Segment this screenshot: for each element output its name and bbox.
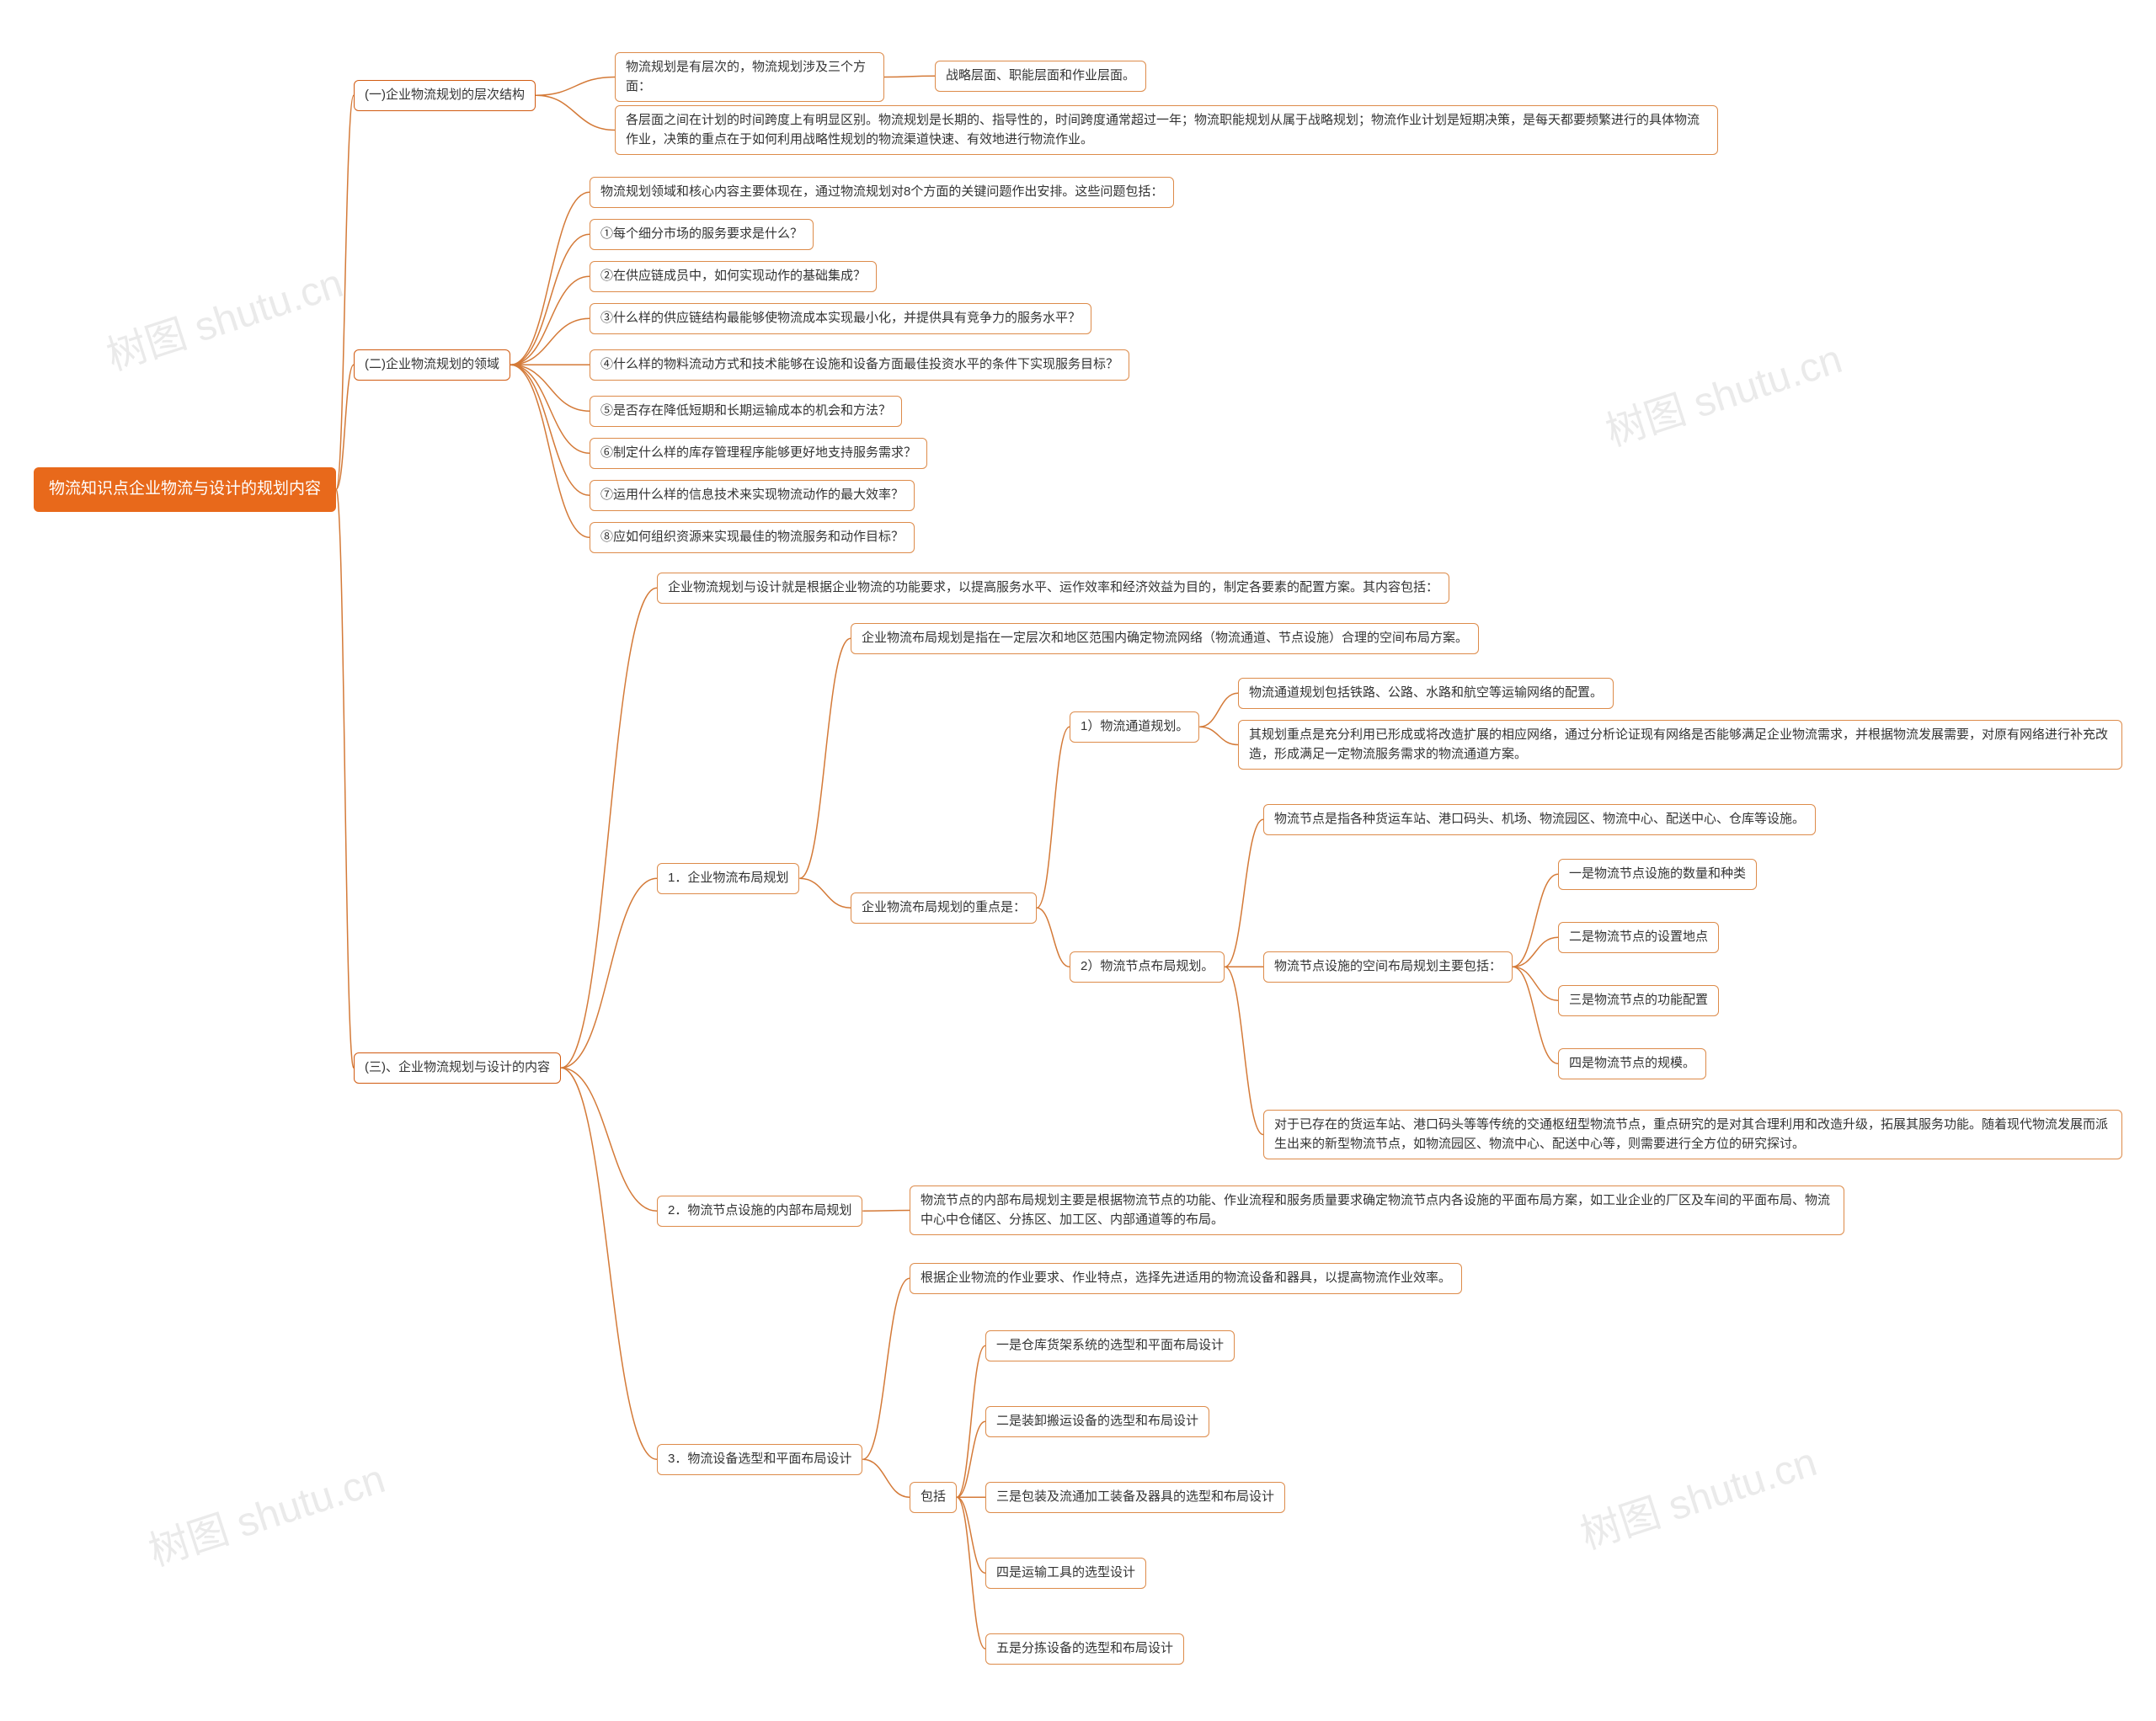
connector xyxy=(862,1211,910,1212)
watermark: 树图 shutu.cn xyxy=(1572,1429,1822,1560)
connector xyxy=(510,365,590,495)
leaf-node[interactable]: 物流通道规划包括铁路、公路、水路和航空等运输网络的配置。 xyxy=(1238,678,1614,709)
connector xyxy=(561,588,657,1068)
leaf-node[interactable]: 企业物流布局规划是指在一定层次和地区范围内确定物流网络（物流通道、节点设施）合理… xyxy=(851,623,1479,654)
connector xyxy=(1225,819,1263,967)
connector xyxy=(510,276,590,365)
leaf-node[interactable]: 3．物流设备选型和平面布局设计 xyxy=(657,1444,862,1475)
leaf-node[interactable]: 物流规划是有层次的，物流规划涉及三个方面： xyxy=(615,52,884,102)
leaf-node[interactable]: 战略层面、职能层面和作业层面。 xyxy=(935,61,1146,92)
watermark: 树图 shutu.cn xyxy=(140,1446,391,1577)
leaf-node[interactable]: 三是包装及流通加工装备及器具的选型和布局设计 xyxy=(985,1482,1285,1513)
leaf-node[interactable]: ⑧应如何组织资源来实现最佳的物流服务和动作目标？ xyxy=(590,522,915,553)
connector xyxy=(561,1068,657,1459)
connector xyxy=(862,1459,910,1497)
leaf-node[interactable]: ③什么样的供应链结构最能够使物流成本实现最小化，并提供具有竞争力的服务水平？ xyxy=(590,303,1091,334)
leaf-node[interactable]: 四是物流节点的规模。 xyxy=(1558,1048,1706,1079)
connector xyxy=(510,234,590,365)
leaf-node[interactable]: 五是分拣设备的选型和布局设计 xyxy=(985,1633,1184,1665)
connector xyxy=(510,318,590,365)
connector xyxy=(1199,727,1238,744)
connector xyxy=(561,1068,657,1211)
leaf-node[interactable]: 其规划重点是充分利用已形成或将改造扩展的相应网络，通过分析论证现有网络是否能够满… xyxy=(1238,720,2122,770)
leaf-node[interactable]: 物流节点是指各种货运车站、港口码头、机场、物流园区、物流中心、配送中心、仓库等设… xyxy=(1263,804,1816,835)
connector xyxy=(510,192,590,365)
leaf-node[interactable]: 二是物流节点的设置地点 xyxy=(1558,922,1719,953)
connector xyxy=(336,95,354,489)
connector xyxy=(862,1278,910,1459)
connector-layer xyxy=(0,0,2156,1721)
leaf-node[interactable]: 包括 xyxy=(910,1482,957,1513)
connector xyxy=(536,77,615,96)
connector xyxy=(957,1497,985,1649)
branch-node[interactable]: (三)、企业物流规划与设计的内容 xyxy=(354,1052,561,1084)
connector xyxy=(510,365,590,537)
connector xyxy=(1513,874,1558,967)
leaf-node[interactable]: 2．物流节点设施的内部布局规划 xyxy=(657,1196,862,1227)
watermark: 树图 shutu.cn xyxy=(1597,326,1848,457)
connector xyxy=(1513,967,1558,1000)
leaf-node[interactable]: 对于已存在的货运车站、港口码头等等传统的交通枢纽型物流节点，重点研究的是对其合理… xyxy=(1263,1110,2122,1159)
branch-node[interactable]: (二)企业物流规划的领域 xyxy=(354,349,510,381)
leaf-node[interactable]: 物流节点的内部布局规划主要是根据物流节点的功能、作业流程和服务质量要求确定物流节… xyxy=(910,1186,1844,1235)
connector xyxy=(1037,727,1070,908)
connector xyxy=(1513,937,1558,967)
branch-node[interactable]: (一)企业物流规划的层次结构 xyxy=(354,80,536,111)
mindmap-root[interactable]: 物流知识点企业物流与设计的规划内容 xyxy=(34,467,336,512)
connector xyxy=(957,1497,985,1573)
connector xyxy=(510,365,590,411)
leaf-node[interactable]: 根据企业物流的作业要求、作业特点，选择先进适用的物流设备和器具，以提高物流作业效… xyxy=(910,1263,1462,1294)
leaf-node[interactable]: 1．企业物流布局规划 xyxy=(657,863,799,894)
leaf-node[interactable]: 一是仓库货架系统的选型和平面布局设计 xyxy=(985,1330,1235,1361)
connector xyxy=(799,638,851,878)
leaf-node[interactable]: ②在供应链成员中，如何实现动作的基础集成？ xyxy=(590,261,877,292)
leaf-node[interactable]: ⑦运用什么样的信息技术来实现物流动作的最大效率？ xyxy=(590,480,915,511)
watermark: 树图 shutu.cn xyxy=(98,250,349,381)
leaf-node[interactable]: 2）物流节点布局规划。 xyxy=(1070,951,1225,983)
connector xyxy=(510,365,590,453)
leaf-node[interactable]: ⑥制定什么样的库存管理程序能够更好地支持服务需求？ xyxy=(590,438,927,469)
connector xyxy=(884,76,935,77)
connector xyxy=(336,489,354,1068)
leaf-node[interactable]: 物流节点设施的空间布局规划主要包括： xyxy=(1263,951,1513,983)
connector xyxy=(1225,967,1263,1134)
leaf-node[interactable]: 二是装卸搬运设备的选型和布局设计 xyxy=(985,1406,1209,1437)
leaf-node[interactable]: 物流规划领域和核心内容主要体现在，通过物流规划对8个方面的关键问题作出安排。这些… xyxy=(590,177,1174,208)
connector xyxy=(1037,908,1070,967)
connector xyxy=(536,95,615,130)
connector xyxy=(799,878,851,908)
leaf-node[interactable]: ①每个细分市场的服务要求是什么？ xyxy=(590,219,814,250)
leaf-node[interactable]: 企业物流布局规划的重点是： xyxy=(851,892,1037,924)
leaf-node[interactable]: 1）物流通道规划。 xyxy=(1070,711,1199,743)
leaf-node[interactable]: ⑤是否存在降低短期和长期运输成本的机会和方法？ xyxy=(590,396,902,427)
connector xyxy=(561,878,657,1068)
connector xyxy=(957,1345,985,1497)
leaf-node[interactable]: 各层面之间在计划的时间跨度上有明显区别。物流规划是长期的、指导性的，时间跨度通常… xyxy=(615,105,1718,155)
leaf-node[interactable]: 三是物流节点的功能配置 xyxy=(1558,985,1719,1016)
leaf-node[interactable]: ④什么样的物料流动方式和技术能够在设施和设备方面最佳投资水平的条件下实现服务目标… xyxy=(590,349,1129,381)
connector xyxy=(1513,967,1558,1063)
connector xyxy=(1199,693,1238,727)
connector xyxy=(957,1421,985,1497)
leaf-node[interactable]: 四是运输工具的选型设计 xyxy=(985,1558,1146,1589)
leaf-node[interactable]: 企业物流规划与设计就是根据企业物流的功能要求，以提高服务水平、运作效率和经济效益… xyxy=(657,573,1449,604)
connector xyxy=(336,365,354,489)
leaf-node[interactable]: 一是物流节点设施的数量和种类 xyxy=(1558,859,1757,890)
